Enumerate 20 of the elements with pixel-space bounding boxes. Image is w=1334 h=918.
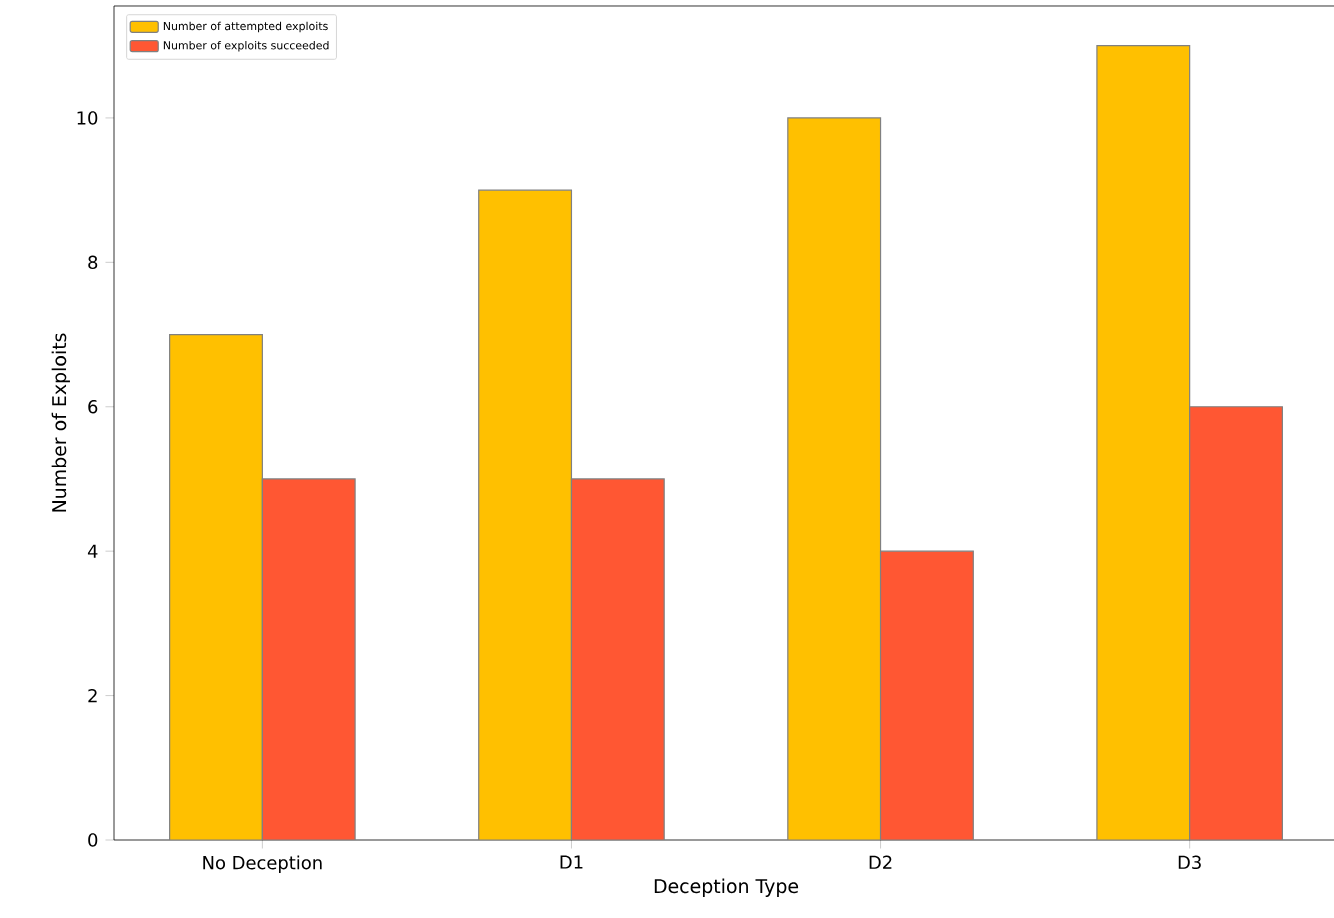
x-tick-label: D1 <box>560 855 583 869</box>
bar <box>1189 406 1283 840</box>
bar <box>261 478 356 840</box>
bar <box>787 117 882 840</box>
bar <box>478 189 573 840</box>
y-tick-label: 0 <box>88 833 98 847</box>
bar <box>570 478 665 840</box>
x-tick-label: D2 <box>869 855 892 869</box>
y-axis-title: Number of Exploits <box>51 333 70 512</box>
bar <box>169 333 263 840</box>
bar <box>879 550 974 840</box>
y-tick-label: 4 <box>87 544 98 558</box>
y-tick-label: 10 <box>77 111 98 125</box>
y-tick-label: 2 <box>88 688 97 703</box>
y-tick-label: 8 <box>88 255 98 270</box>
x-tick-label: No Deception <box>203 855 322 873</box>
y-tick-label: 6 <box>88 399 98 414</box>
x-axis-title: Deception Type <box>654 878 799 897</box>
bar <box>1096 45 1191 840</box>
x-tick-label: D3 <box>1178 855 1201 870</box>
